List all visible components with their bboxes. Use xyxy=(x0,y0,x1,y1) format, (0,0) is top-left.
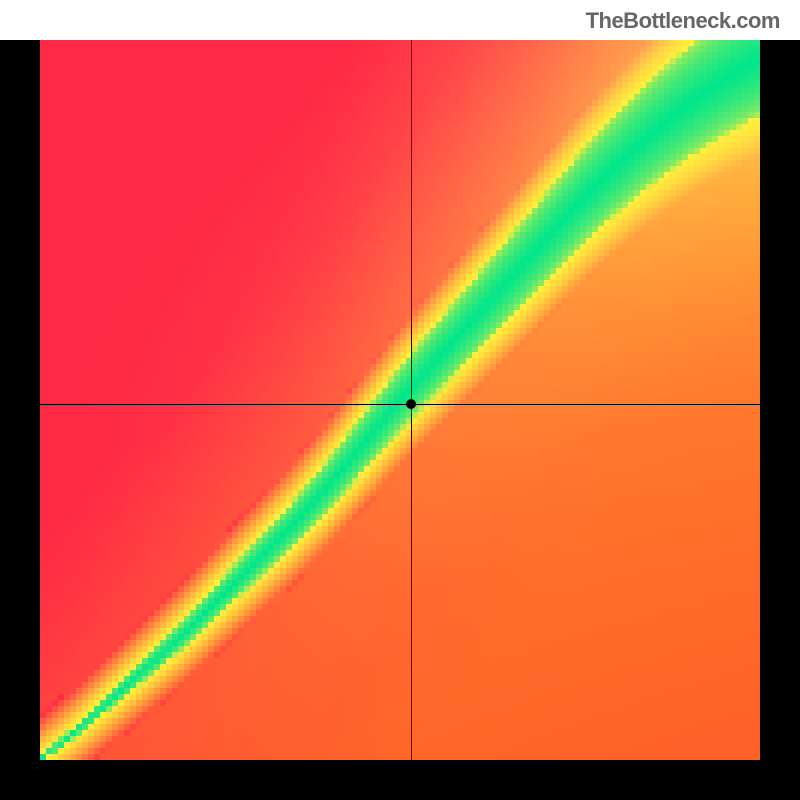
attribution-text: TheBottleneck.com xyxy=(0,0,800,40)
plot-area xyxy=(40,40,760,760)
heatmap-canvas xyxy=(40,40,760,760)
plot-frame xyxy=(0,40,800,800)
